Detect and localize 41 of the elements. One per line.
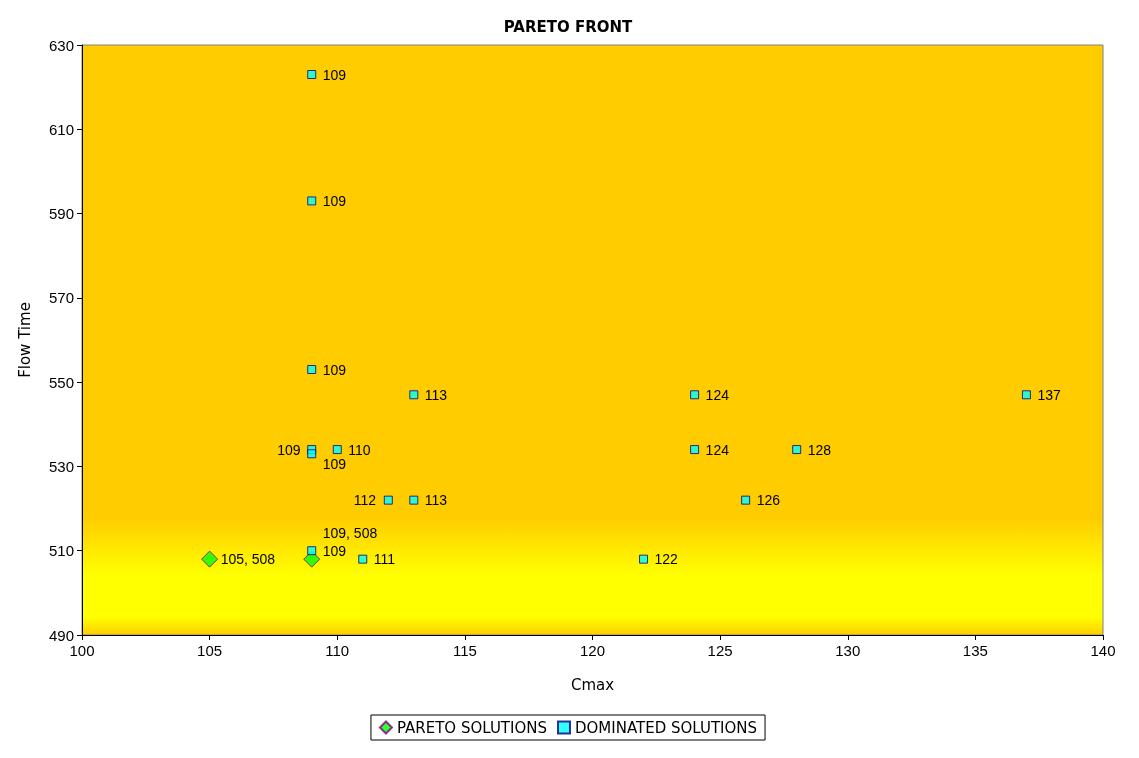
y-tick-label: 590 [48,205,74,223]
y-tick-label: 510 [48,542,74,560]
annotation: 122 [654,551,679,568]
x-tick-label: 105 [197,642,223,659]
y-tick-label: 550 [48,373,74,391]
x-tick-label: 110 [325,642,350,659]
x-tick-label: 130 [835,642,861,659]
y-axis-title: Flow Time [15,302,34,378]
x-tick-label: 120 [579,642,606,659]
annotation: 109 [322,192,347,209]
annotation: 109 [322,361,347,378]
annotation: 109 [322,455,347,472]
annotation: 105, 508 [220,551,276,568]
annotation: 137 [1037,386,1061,403]
chart-title: PARETO FRONT [503,17,634,36]
y-tick-label: 630 [48,36,74,54]
annotation: 110 [348,441,371,458]
annotation: 128 [807,441,832,458]
legend-label: PARETO SOLUTIONS [396,718,547,737]
annotation: 113 [424,492,448,509]
y-tick-label: 610 [48,120,74,138]
annotation: 112 [353,492,377,509]
y-tick-label: 490 [48,626,74,644]
legend-label: DOMINATED SOLUTIONS [574,718,758,737]
annotation: 124 [705,386,730,403]
x-tick-label: 135 [962,642,988,659]
y-tick-label: 530 [48,457,74,475]
annotation: 109 [277,441,301,458]
x-tick-label: 140 [1090,642,1116,659]
x-tick-label: 100 [69,642,95,659]
annotation: 124 [705,441,730,458]
annotation: 111 [373,551,396,568]
y-tick-label: 570 [48,289,74,307]
x-tick-label: 115 [452,642,477,659]
annotation: 109, 508 [322,525,378,542]
x-tick-label: 125 [707,642,733,659]
annotation: 126 [756,492,781,509]
annotation: 113 [424,386,448,403]
annotation: 109 [322,66,347,83]
x-axis-title: Cmax [570,675,615,694]
annotation: 109 [322,542,347,559]
